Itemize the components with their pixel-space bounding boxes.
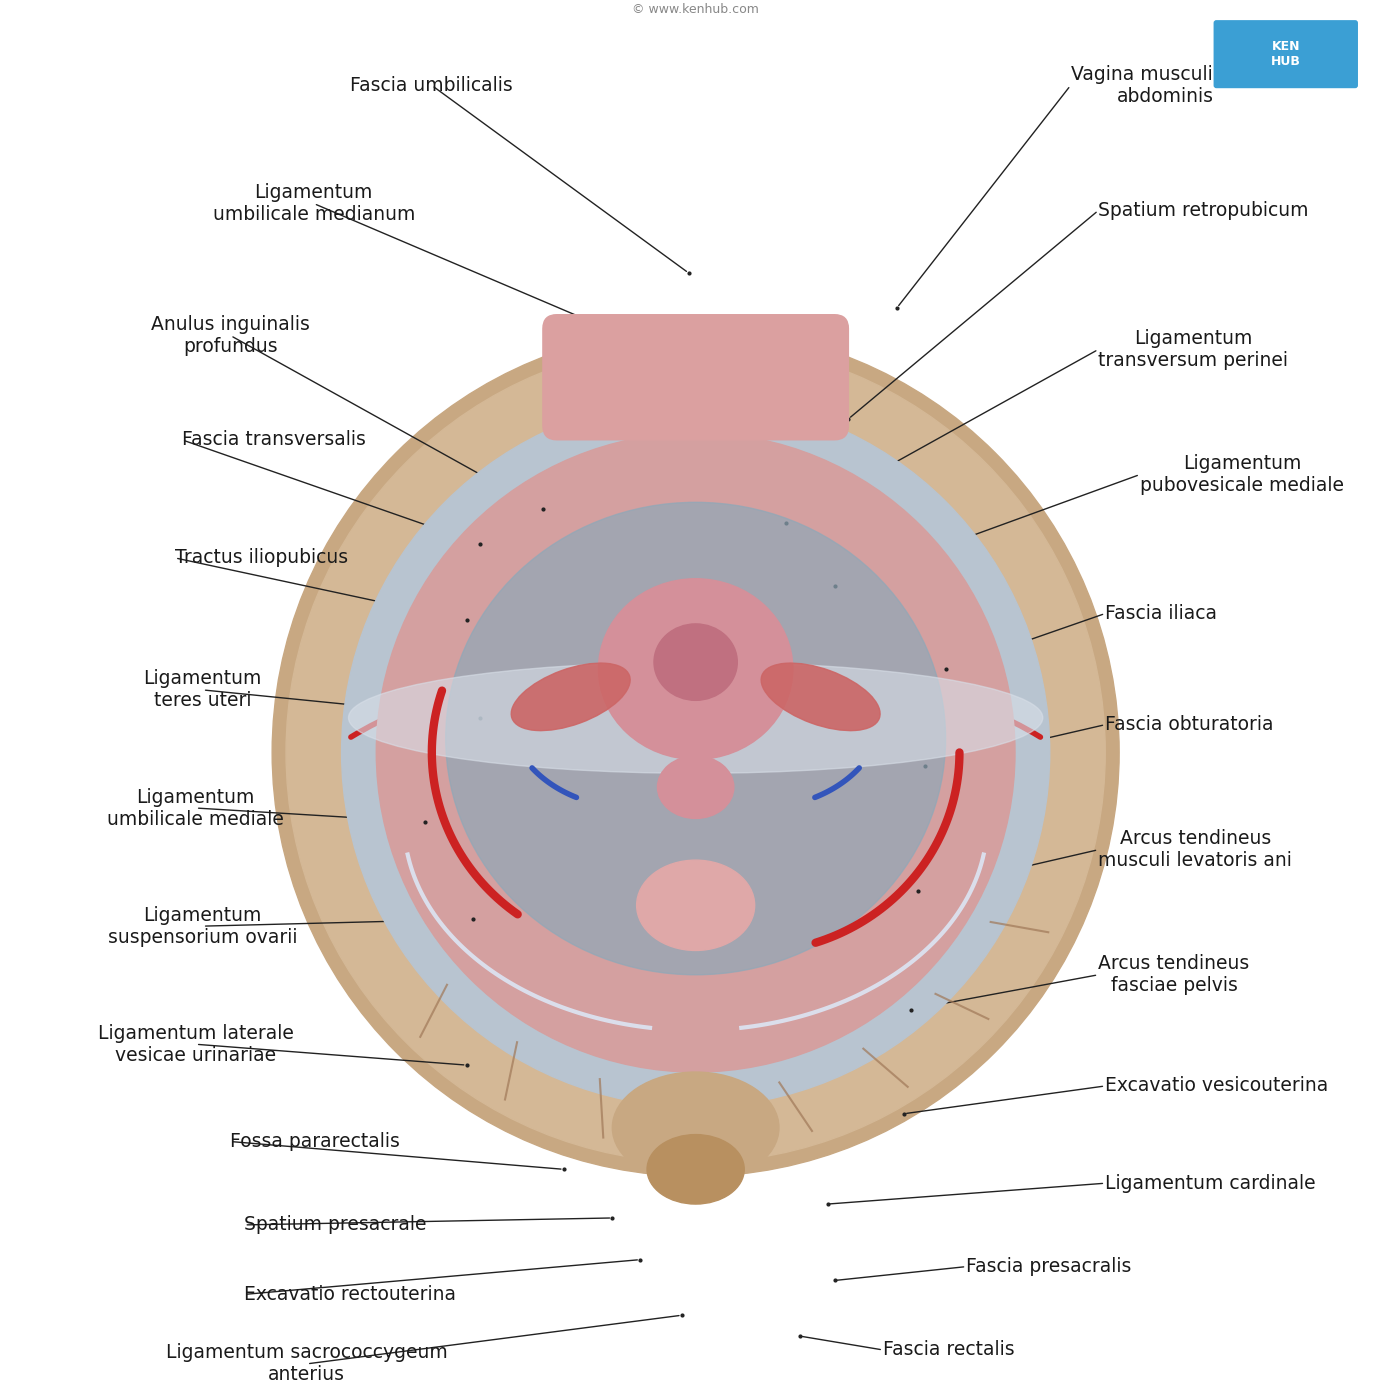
Text: Anulus inguinalis
profundus: Anulus inguinalis profundus <box>151 315 309 356</box>
Text: Ligamentum
pubovesicale mediale: Ligamentum pubovesicale mediale <box>1140 454 1344 496</box>
Text: Vagina musculi recti
abdominis: Vagina musculi recti abdominis <box>1071 64 1260 106</box>
Text: Ligamentum sacrococcygeum
anterius: Ligamentum sacrococcygeum anterius <box>167 1344 448 1385</box>
Text: Ligamentum
transversum perinei: Ligamentum transversum perinei <box>1099 329 1288 370</box>
Text: Fascia iliaca: Fascia iliaca <box>1105 603 1217 623</box>
Text: Ligamentum
umbilicale medianum: Ligamentum umbilicale medianum <box>213 183 414 224</box>
Ellipse shape <box>647 1134 745 1204</box>
Text: Excavatio vesicouterina: Excavatio vesicouterina <box>1105 1077 1329 1095</box>
Text: Ligamentum
umbilicale mediale: Ligamentum umbilicale mediale <box>108 788 284 829</box>
Text: Fascia obturatoria: Fascia obturatoria <box>1105 715 1274 734</box>
Ellipse shape <box>637 860 755 951</box>
Circle shape <box>272 329 1119 1176</box>
Circle shape <box>342 398 1050 1107</box>
Ellipse shape <box>654 624 738 700</box>
Text: Tractus iliopubicus: Tractus iliopubicus <box>175 549 349 567</box>
Circle shape <box>377 433 1015 1072</box>
Text: Ligamentum
suspensorium ovarii: Ligamentum suspensorium ovarii <box>108 906 297 946</box>
FancyBboxPatch shape <box>543 315 848 440</box>
Text: Ligamentum
teres uteri: Ligamentum teres uteri <box>144 669 262 710</box>
Ellipse shape <box>445 503 945 974</box>
Text: Fascia rectalis: Fascia rectalis <box>883 1340 1015 1359</box>
FancyBboxPatch shape <box>1214 20 1358 88</box>
Circle shape <box>286 343 1105 1162</box>
Ellipse shape <box>349 662 1043 773</box>
Text: Arcus tendineus
musculi levatoris ani: Arcus tendineus musculi levatoris ani <box>1099 829 1292 871</box>
Text: Ligamentum cardinale: Ligamentum cardinale <box>1105 1173 1316 1193</box>
Text: Excavatio rectouterina: Excavatio rectouterina <box>245 1285 456 1303</box>
Text: Spatium retropubicum: Spatium retropubicum <box>1099 202 1309 220</box>
Ellipse shape <box>511 664 630 731</box>
Ellipse shape <box>762 664 881 731</box>
Text: Arcus tendineus
fasciae pelvis: Arcus tendineus fasciae pelvis <box>1099 955 1250 995</box>
Text: © www.kenhub.com: © www.kenhub.com <box>633 3 759 15</box>
Ellipse shape <box>612 1072 778 1183</box>
Ellipse shape <box>598 578 792 759</box>
Text: Spatium presacrale: Spatium presacrale <box>245 1215 427 1235</box>
Text: KEN
HUB: KEN HUB <box>1271 41 1301 69</box>
Text: Fascia presacralis: Fascia presacralis <box>966 1257 1131 1275</box>
Text: Fossa pararectalis: Fossa pararectalis <box>231 1133 400 1151</box>
Text: Fascia transversalis: Fascia transversalis <box>182 430 365 449</box>
Text: Ligamentum laterale
vesicae urinariae: Ligamentum laterale vesicae urinariae <box>98 1023 294 1065</box>
Ellipse shape <box>658 756 734 819</box>
Text: Fascia umbilicalis: Fascia umbilicalis <box>350 76 514 95</box>
